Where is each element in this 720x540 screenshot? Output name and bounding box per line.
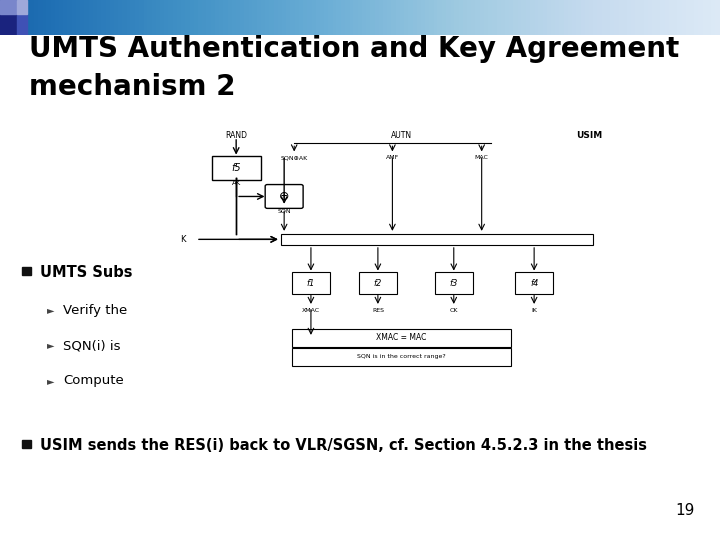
Text: XMAC = MAC: XMAC = MAC bbox=[376, 333, 426, 342]
Text: RAND: RAND bbox=[225, 131, 247, 139]
FancyBboxPatch shape bbox=[516, 272, 553, 294]
Text: CK: CK bbox=[449, 308, 458, 313]
Bar bbox=[17, 0, 27, 14]
Text: f2: f2 bbox=[374, 279, 382, 287]
Bar bbox=[0, 0, 16, 14]
Text: SQN⊕AK: SQN⊕AK bbox=[281, 156, 308, 160]
Text: Verify the: Verify the bbox=[63, 304, 127, 317]
Text: UMTS Subs: UMTS Subs bbox=[40, 265, 132, 280]
Bar bbox=[22, 267, 31, 275]
Text: ►: ► bbox=[47, 341, 54, 350]
FancyBboxPatch shape bbox=[292, 329, 510, 347]
Bar bbox=[17, 14, 27, 35]
FancyBboxPatch shape bbox=[265, 185, 303, 208]
Text: ►: ► bbox=[47, 306, 54, 315]
Text: USIM: USIM bbox=[576, 131, 602, 139]
Text: UMTS Authentication and Key Agreement: UMTS Authentication and Key Agreement bbox=[29, 35, 679, 63]
Text: AMF: AMF bbox=[386, 156, 399, 160]
FancyBboxPatch shape bbox=[212, 156, 261, 180]
Text: USIM sends the RES(i) back to VLR/SGSN, cf. Section 4.5.2.3 in the thesis: USIM sends the RES(i) back to VLR/SGSN, … bbox=[40, 438, 647, 453]
Text: mechanism 2: mechanism 2 bbox=[29, 73, 235, 101]
Bar bbox=[0, 14, 16, 35]
Text: AK: AK bbox=[232, 180, 240, 186]
Text: SQN(i) is: SQN(i) is bbox=[63, 339, 121, 352]
Text: SQN: SQN bbox=[277, 208, 291, 213]
FancyBboxPatch shape bbox=[292, 272, 330, 294]
Text: MAC: MAC bbox=[474, 156, 489, 160]
Bar bbox=[22, 440, 31, 448]
Text: f5: f5 bbox=[231, 163, 241, 173]
Text: f4: f4 bbox=[530, 279, 539, 287]
Text: RES: RES bbox=[372, 308, 384, 313]
Text: AUTN: AUTN bbox=[391, 131, 412, 139]
Text: Compute: Compute bbox=[63, 374, 124, 387]
Text: XMAC: XMAC bbox=[302, 308, 320, 313]
FancyBboxPatch shape bbox=[292, 348, 510, 366]
Text: SQN is in the correct range?: SQN is in the correct range? bbox=[357, 354, 446, 360]
Text: ts, cf. TS 33.102: ts, cf. TS 33.102 bbox=[392, 339, 500, 352]
FancyBboxPatch shape bbox=[359, 272, 397, 294]
Text: f3: f3 bbox=[449, 279, 458, 287]
Text: f1: f1 bbox=[307, 279, 315, 287]
Text: ►: ► bbox=[47, 376, 54, 386]
Text: 19: 19 bbox=[675, 503, 695, 518]
FancyBboxPatch shape bbox=[435, 272, 473, 294]
Text: ⊕: ⊕ bbox=[279, 190, 289, 203]
Text: IK: IK bbox=[531, 308, 537, 313]
Bar bbox=[281, 234, 593, 245]
Text: K: K bbox=[180, 235, 185, 244]
